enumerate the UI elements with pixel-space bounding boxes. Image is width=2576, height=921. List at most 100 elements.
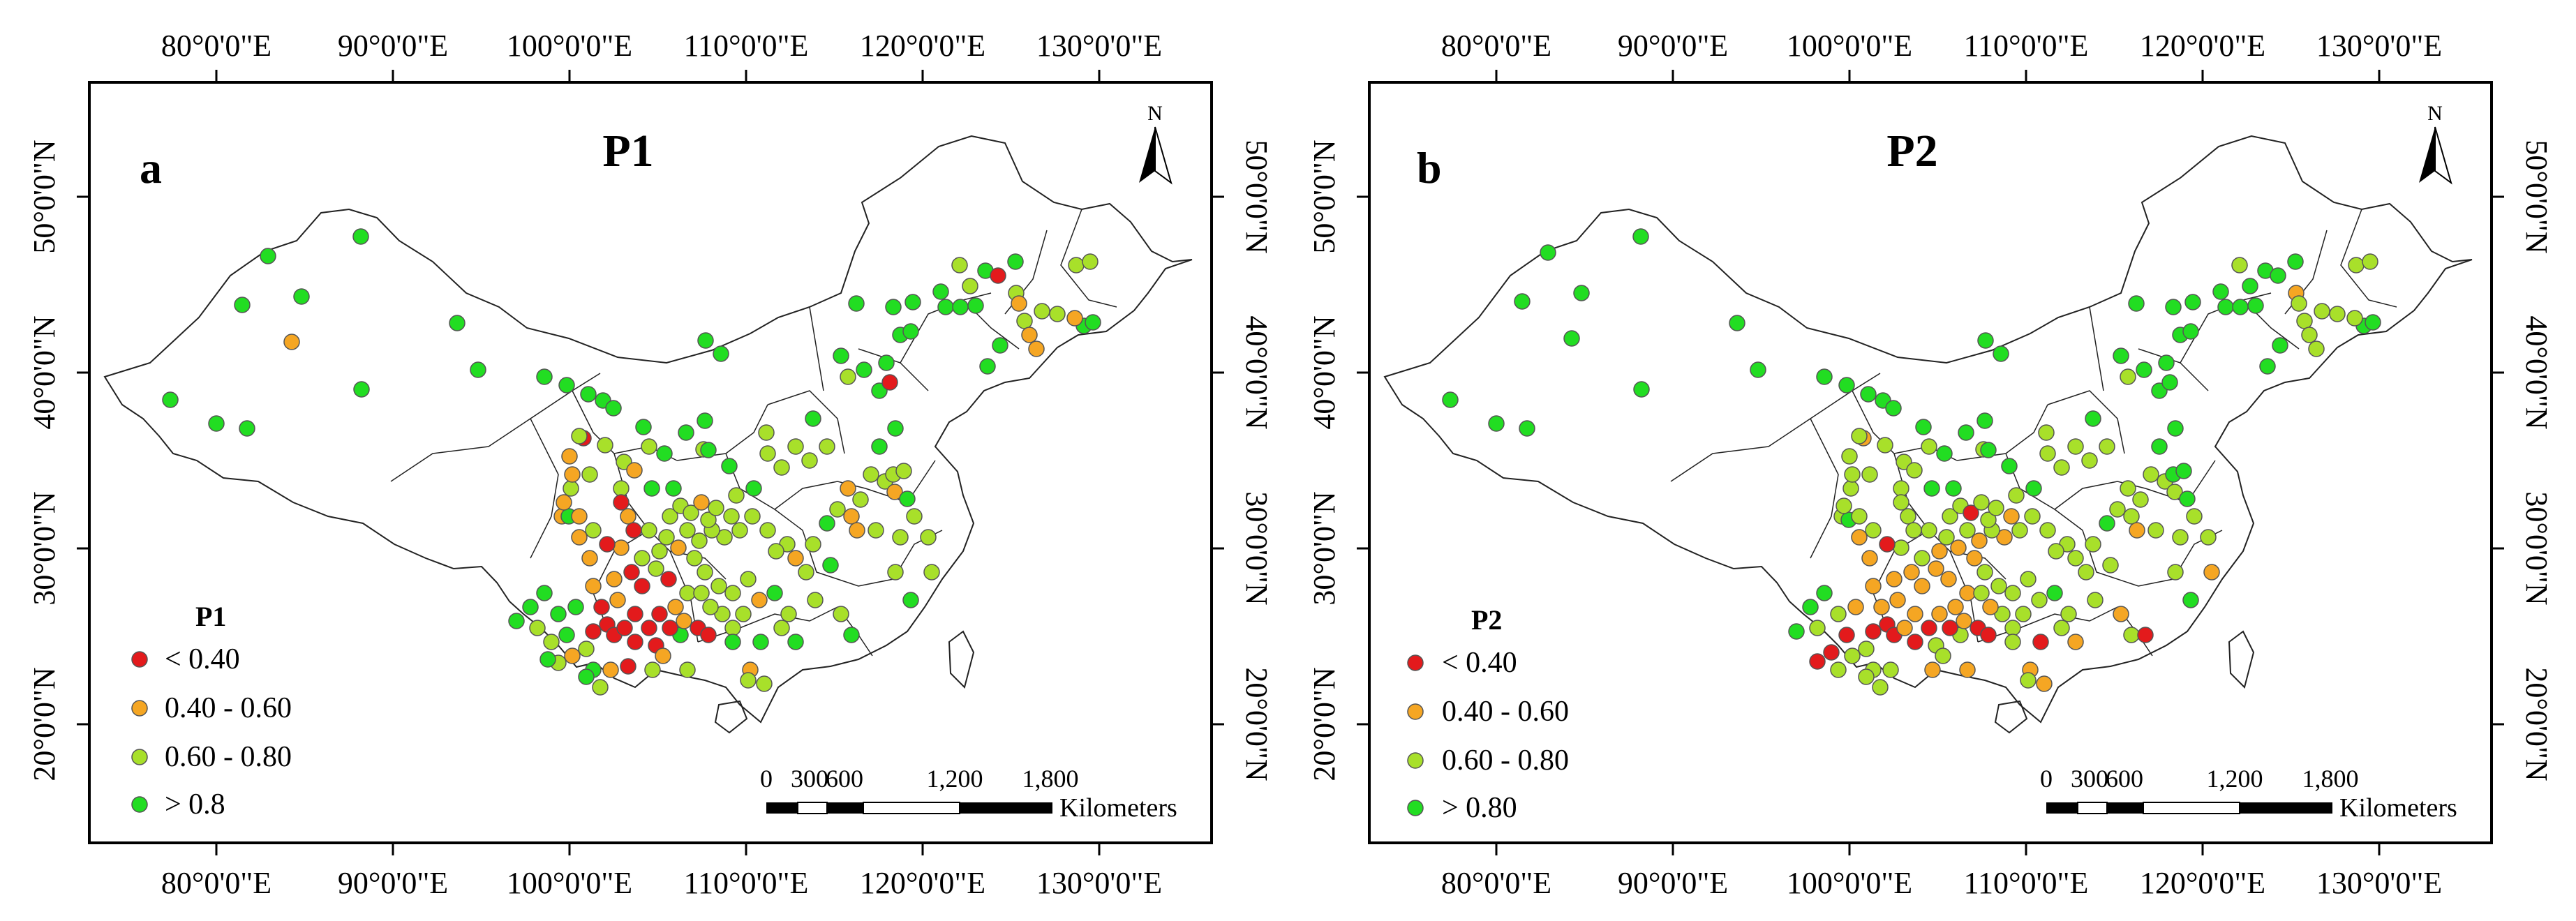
station-point	[1844, 466, 1861, 483]
station-point	[676, 613, 692, 629]
station-point	[906, 508, 923, 525]
x-tick-label: 110°0'0"E	[684, 866, 809, 900]
station-point	[700, 627, 717, 643]
station-point	[871, 438, 888, 455]
north-arrow: N	[1139, 102, 1172, 185]
legend-swatch	[131, 796, 148, 813]
station-point	[2123, 508, 2140, 525]
x-tick-label: 130°0'0"E	[2316, 29, 2442, 63]
station-point	[1914, 578, 1930, 594]
station-point	[665, 480, 682, 497]
x-tick-labels-bottom: 80°0'0"E 90°0'0"E 100°0'0"E 110°0'0"E 12…	[161, 866, 1162, 900]
station-point	[643, 480, 660, 497]
station-point	[895, 463, 912, 479]
station-point	[2137, 627, 2154, 643]
scale-unit: Kilometers	[2339, 793, 2457, 823]
station-point	[2314, 303, 2330, 320]
station-point	[798, 564, 814, 581]
scale-number: 300	[2071, 765, 2108, 793]
station-point	[2081, 452, 2098, 469]
station-point	[571, 428, 588, 444]
station-point	[780, 606, 797, 622]
station-point	[693, 585, 710, 601]
station-point	[833, 347, 849, 364]
station-point	[863, 466, 879, 483]
scale-segment	[863, 802, 960, 814]
station-point	[2232, 299, 2249, 315]
station-point	[558, 377, 575, 394]
station-point	[2175, 463, 2192, 479]
y-tick-label: 50°0'0"N	[27, 140, 61, 253]
station-point	[578, 668, 595, 685]
station-point	[1851, 508, 1868, 525]
legend: P1 < 0.40 0.40 - 0.60 0.60 - 0.80 > 0.8	[131, 601, 292, 821]
station-point	[2272, 337, 2288, 354]
station-point	[592, 679, 609, 696]
station-point	[648, 560, 664, 577]
station-point	[1915, 419, 1932, 435]
station-point	[892, 529, 909, 546]
station-point	[2008, 487, 2025, 504]
station-point	[2200, 529, 2217, 546]
station-point	[2060, 606, 2077, 622]
scale-segment	[2107, 802, 2143, 814]
station-point	[2067, 550, 2084, 567]
station-point	[651, 606, 668, 622]
station-point	[563, 480, 579, 497]
station-point	[1021, 327, 1038, 343]
x-tick-label: 90°0'0"E	[338, 866, 448, 900]
legend-swatch	[1407, 752, 1424, 769]
station-point	[678, 424, 694, 441]
station-point	[641, 620, 657, 636]
station-point	[1540, 244, 1556, 261]
station-point	[1977, 332, 1994, 349]
station-point	[2020, 571, 2037, 587]
station-point	[2179, 491, 2196, 507]
station-point	[561, 448, 578, 465]
station-point	[1973, 494, 1990, 511]
station-point	[1858, 668, 1875, 685]
station-point	[635, 419, 652, 435]
station-point	[626, 462, 643, 479]
station-point	[899, 491, 916, 507]
station-point	[558, 627, 575, 643]
station-point	[283, 334, 300, 350]
station-point	[805, 536, 821, 553]
station-point	[1836, 497, 1852, 514]
station-point	[1893, 480, 1909, 497]
station-point	[2120, 480, 2136, 497]
station-point	[1976, 412, 1993, 429]
x-tick-label: 90°0'0"E	[1618, 29, 1728, 63]
station-point	[606, 571, 623, 587]
station-point	[1893, 494, 1909, 511]
north-arrow-icon	[1139, 127, 1155, 183]
station-point	[1990, 578, 2007, 594]
station-point	[2166, 484, 2183, 500]
china-map	[103, 135, 1193, 734]
station-point	[1980, 627, 1997, 643]
station-point	[1830, 606, 1847, 622]
station-point	[1907, 606, 1923, 622]
station-point	[1942, 508, 1958, 525]
y-tick-label: 20°0'0"N	[27, 667, 61, 781]
station-point	[2161, 374, 2178, 391]
station-point	[1838, 627, 1855, 643]
station-point	[1016, 313, 1033, 329]
station-point	[536, 368, 553, 385]
station-point	[1858, 641, 1875, 657]
station-point	[2167, 420, 2184, 437]
station-point	[634, 578, 650, 594]
station-point	[805, 410, 821, 427]
station-point	[470, 361, 486, 378]
station-point	[627, 634, 643, 650]
y-tick-label: 40°0'0"N	[2519, 315, 2554, 429]
station-point	[951, 257, 968, 274]
station-point	[2165, 299, 2182, 315]
legend-label: < 0.40	[165, 643, 240, 675]
station-point	[2151, 438, 2168, 455]
station-point	[1903, 564, 1920, 581]
hainan-island	[1994, 700, 2028, 734]
station-point	[1945, 480, 1962, 497]
station-point	[2129, 522, 2145, 539]
x-tick-label: 90°0'0"E	[338, 29, 448, 63]
